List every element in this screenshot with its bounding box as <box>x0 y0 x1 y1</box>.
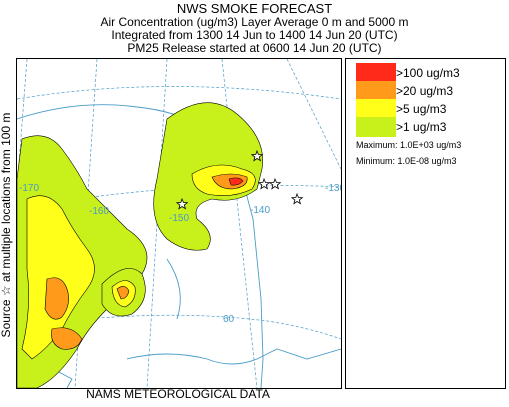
legend-item-5: >5 ug/m3 <box>356 99 496 119</box>
plume-west-20ug <box>44 277 69 320</box>
graticule-meridian-170 <box>17 59 28 190</box>
lon-label-170: -170 <box>19 183 39 194</box>
source-star-5 <box>250 149 264 162</box>
meteorological-data-label: NAMS METEOROLOGICAL DATA <box>86 387 270 401</box>
graticule-meridian-130 <box>286 59 341 170</box>
source-side-label: Source ☆ at multiple locations from 100 … <box>0 112 13 338</box>
legend-swatch-20 <box>356 81 396 101</box>
legend-maximum: Maximum: 1.0E+03 ug/m3 <box>356 140 462 150</box>
lon-label-150: -150 <box>169 213 189 224</box>
source-star-2 <box>268 177 282 190</box>
legend-swatch-1 <box>356 117 396 137</box>
legend-item-100: >100 ug/m3 <box>356 63 496 83</box>
plume-ne-100ug <box>228 177 244 186</box>
source-star-3 <box>290 192 304 205</box>
legend-swatch-100 <box>356 63 396 83</box>
gulf-coast <box>126 348 341 365</box>
legend-swatch-5 <box>356 99 396 119</box>
legend-label-20: >20 ug/m3 <box>396 84 454 98</box>
source-star-1 <box>257 177 271 190</box>
concentration-subtitle: Air Concentration (ug/m3) Layer Average … <box>100 15 409 29</box>
lat-label-60: 60 <box>223 314 235 325</box>
inland-river-2 <box>166 258 181 320</box>
map-canvas: -170 -160 -150 -140 -130 60 <box>17 59 341 388</box>
integration-period: Integrated from 1300 14 Jun to 1400 14 J… <box>111 28 398 42</box>
legend-item-20: >20 ug/m3 <box>356 81 496 101</box>
legend-label-1: >1 ug/m3 <box>396 120 447 134</box>
release-info: PM25 Release started at 0600 14 Jun 20 (… <box>127 41 382 55</box>
map-panel: -170 -160 -150 -140 -130 60 <box>16 58 342 389</box>
plume-west-5ug <box>21 195 95 360</box>
legend-label-100: >100 ug/m3 <box>396 66 460 80</box>
canada-border <box>244 188 264 388</box>
map-title: NWS SMOKE FORECAST <box>176 1 333 16</box>
plume-s-20ug <box>116 286 130 300</box>
legend-label-5: >5 ug/m3 <box>396 102 447 116</box>
lon-label-160: -160 <box>89 206 109 217</box>
graticule-labels: -170 -160 -150 -140 -130 60 <box>19 183 341 325</box>
legend-minimum: Minimum: 1.0E-08 ug/m3 <box>356 156 457 166</box>
lon-label-130: -130 <box>325 183 341 194</box>
graticule-parallel-north <box>17 86 341 100</box>
source-markers <box>175 149 304 210</box>
smoke-plume-west <box>17 135 148 388</box>
smoke-plume-northeast <box>153 102 263 251</box>
legend-panel: >100 ug/m3 >20 ug/m3 >5 ug/m3 >1 ug/m3 M… <box>345 58 506 389</box>
legend-item-1: >1 ug/m3 <box>356 117 496 137</box>
smoke-plume-south <box>101 268 146 317</box>
source-star-4 <box>175 197 189 210</box>
plume-west-20ug-b <box>51 327 83 350</box>
lon-label-140: -140 <box>250 205 270 216</box>
